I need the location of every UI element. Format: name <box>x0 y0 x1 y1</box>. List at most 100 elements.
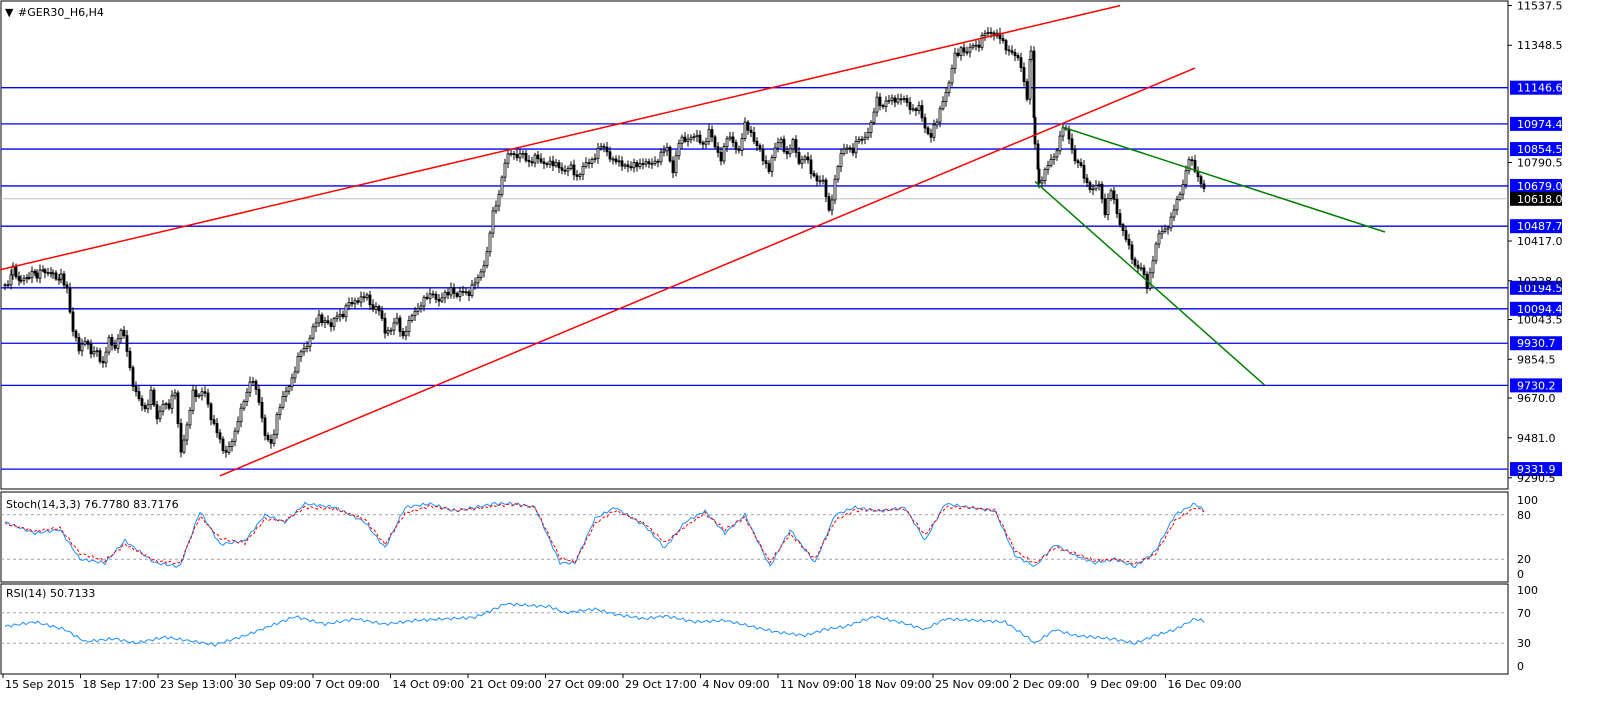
candle-body <box>203 391 207 394</box>
candle-body <box>185 424 189 441</box>
candle-body <box>1103 198 1107 216</box>
candle-body <box>572 164 576 176</box>
candle-body <box>341 313 345 318</box>
trend-lines[interactable] <box>0 4 1386 477</box>
candle-body <box>98 350 102 362</box>
time-label: 23 Sep 13:00 <box>160 678 233 691</box>
candle-body <box>800 159 804 164</box>
candle-body <box>1175 199 1179 211</box>
level-label: 9730.2 <box>1517 379 1556 392</box>
stoch-pane[interactable] <box>0 491 1509 583</box>
candle-body <box>164 403 168 406</box>
candle-body <box>1136 264 1140 269</box>
candle-body <box>143 405 147 410</box>
candle-body <box>575 174 579 177</box>
candle-body <box>242 401 246 409</box>
chart-background <box>0 0 1567 691</box>
candle-body <box>863 136 867 140</box>
candle-body <box>1193 159 1197 172</box>
candle-body <box>980 35 984 48</box>
time-label: 16 Dec 09:00 <box>1168 678 1242 691</box>
candle-body <box>1109 190 1113 199</box>
candle-body <box>818 180 822 183</box>
candle-body <box>725 138 729 148</box>
candle-body <box>1115 198 1119 214</box>
candle-body <box>482 265 486 273</box>
horizontal-levels[interactable]: 11146.6 10974.4 10854.5 10679.0 10487.7 10194… <box>1 80 1563 477</box>
candle-body <box>971 45 975 48</box>
candle-body <box>743 121 747 139</box>
candle-body <box>287 386 291 392</box>
candle-body <box>434 293 438 300</box>
candle-body <box>593 157 597 160</box>
green-trend-line[interactable] <box>1034 180 1266 386</box>
candle-body <box>1169 216 1173 229</box>
current-price-label-bg <box>1510 191 1562 206</box>
candle-body <box>506 153 510 164</box>
candle-body <box>812 173 816 177</box>
candle-body <box>953 52 957 69</box>
rsi-title: RSI(14) 50.7133 <box>6 587 95 600</box>
candle-body <box>806 156 810 161</box>
candle-body <box>809 159 813 175</box>
candle-body <box>1187 159 1191 172</box>
candle-body <box>152 389 156 406</box>
candle-body <box>389 329 393 332</box>
candle-body <box>452 287 456 294</box>
candle-body <box>125 335 129 352</box>
main-pane[interactable] <box>0 0 1509 490</box>
candle-body <box>323 320 327 324</box>
candle-body <box>815 175 819 182</box>
candle-body <box>404 331 408 337</box>
rsi-pane[interactable] <box>0 583 1509 675</box>
candle-body <box>197 394 201 398</box>
level-label-bg <box>1510 116 1562 131</box>
candle-body <box>911 108 915 111</box>
candle-body <box>449 287 453 296</box>
candle-body <box>491 210 495 234</box>
candle-body <box>35 272 39 279</box>
candle-body <box>560 167 564 171</box>
green-trend-line[interactable] <box>1061 126 1386 233</box>
level-label-bg <box>1510 219 1562 234</box>
candle-body <box>773 147 777 158</box>
candle-body <box>77 337 81 352</box>
time-label: 4 Nov 09:00 <box>703 678 770 691</box>
level-label: 10854.5 <box>1517 143 1563 156</box>
red-trend-line[interactable] <box>0 4 1121 271</box>
candle-body <box>1037 168 1041 184</box>
time-label: 29 Oct 17:00 <box>625 678 697 691</box>
candle-body <box>470 284 474 296</box>
red-trend-line[interactable] <box>219 67 1196 477</box>
candle-body <box>1181 184 1185 195</box>
candle-body <box>827 196 831 211</box>
time-label: 18 Nov 09:00 <box>858 678 932 691</box>
candle-body <box>51 272 55 275</box>
candle-body <box>596 147 600 159</box>
candle-body <box>740 138 744 151</box>
indicator-tick-label: 80 <box>1517 509 1531 522</box>
candle-body <box>1139 267 1143 270</box>
price-tick-label: 9481.0 <box>1517 432 1556 445</box>
candle-body <box>368 294 372 306</box>
candle-body <box>728 136 732 140</box>
candle-body <box>1133 258 1137 266</box>
candle-body <box>311 326 315 339</box>
candle-body <box>437 298 441 302</box>
candle-body <box>1127 238 1131 246</box>
menu-arrow-icon[interactable]: ▼ <box>5 6 14 19</box>
candle-body <box>293 371 297 379</box>
indicator-tick-label: 100 <box>1517 584 1538 597</box>
candle-body <box>1058 135 1062 152</box>
candle-body <box>80 343 84 352</box>
trading-chart[interactable]: 11146.6 10974.4 10854.5 10679.0 10487.7 10194… <box>0 0 1567 691</box>
candle-body <box>446 291 450 296</box>
candle-body <box>1094 185 1098 190</box>
candle-body <box>1043 168 1047 181</box>
candle-body <box>611 158 615 161</box>
candle-body <box>950 67 954 84</box>
candle-body <box>431 293 435 296</box>
candle-body <box>944 92 948 102</box>
level-label: 9331.9 <box>1517 463 1556 476</box>
candle-body <box>1070 138 1074 151</box>
